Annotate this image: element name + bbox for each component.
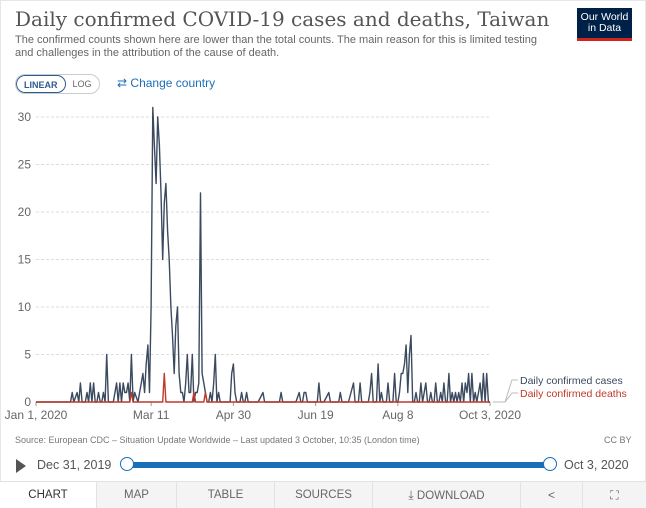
legend-connector (493, 392, 518, 403)
tab-sources[interactable]: SOURCES (274, 482, 372, 508)
timeline-end-date: Oct 3, 2020 (564, 458, 629, 472)
fullscreen-button[interactable]: ⛶ (582, 482, 646, 508)
x-tick-label: Mar 11 (133, 408, 170, 422)
logo-line-1: Our World (580, 11, 629, 23)
tab-table[interactable]: TABLE (176, 482, 274, 508)
linear-scale-button[interactable]: LINEAR (16, 75, 66, 93)
change-country-label: Change country (130, 76, 216, 90)
download-icon: ⤓ (408, 488, 414, 502)
legend-cases-label: Daily confirmed cases (520, 375, 623, 387)
y-tick-label: 0 (24, 395, 31, 409)
chart-subtitle: The confirmed counts shown here are lowe… (15, 34, 537, 59)
timeline: Dec 31, 2019 Oct 3, 2020 (0, 455, 646, 477)
owid-logo[interactable]: Our World in Data (577, 8, 632, 41)
share-icon: < (547, 488, 555, 502)
timeline-end-handle[interactable] (543, 457, 557, 471)
timeline-start-handle[interactable] (120, 457, 134, 471)
x-tick-label: Oct 3, 2020 (459, 408, 521, 422)
log-scale-button[interactable]: LOG (72, 79, 92, 89)
y-tick-label: 5 (24, 348, 31, 362)
change-country-link[interactable]: ⇄ Change country (117, 76, 215, 90)
tab-download[interactable]: ⤓ DOWNLOAD (372, 482, 520, 508)
license-link[interactable]: CC BY (604, 435, 632, 445)
legend-deaths-label: Daily confirmed deaths (520, 388, 627, 400)
y-tick-label: 15 (18, 253, 32, 267)
swap-arrows-icon: ⇄ (117, 76, 128, 90)
chart-title: Daily confirmed COVID-19 cases and death… (15, 7, 550, 31)
timeline-track[interactable] (126, 462, 550, 468)
expand-icon: ⛶ (610, 488, 619, 502)
cases-line (36, 106, 490, 403)
y-tick-label: 30 (18, 110, 32, 124)
x-tick-label: Jun 19 (298, 408, 334, 422)
x-tick-label: Jan 1, 2020 (5, 408, 68, 422)
tab-map[interactable]: MAP (96, 482, 176, 508)
share-button[interactable]: < (520, 482, 582, 508)
play-icon[interactable] (16, 459, 26, 473)
y-tick-label: 25 (18, 158, 32, 172)
source-note: Source: European CDC – Situation Update … (15, 435, 420, 445)
line-chart: 0 5 10 15 20 25 30 Jan 1, 2020 Mar 11 Apr 30 Jun 1… (5, 106, 627, 422)
tab-download-label: DOWNLOAD (416, 490, 485, 502)
tab-bar: CHART MAP TABLE SOURCES ⤓ DOWNLOAD < ⛶ (0, 481, 646, 508)
logo-line-2: in Data (587, 22, 622, 34)
x-tick-label: Aug 8 (382, 408, 414, 422)
y-tick-label: 10 (18, 300, 32, 314)
scale-toggle: LINEAR LOG (15, 74, 100, 94)
timeline-start-date: Dec 31, 2019 (37, 458, 112, 472)
y-tick-label: 20 (18, 205, 32, 219)
deaths-line (36, 372, 490, 403)
legend-connector (493, 379, 518, 403)
tab-chart[interactable]: CHART (0, 482, 96, 508)
x-tick-label: Apr 30 (216, 408, 252, 422)
